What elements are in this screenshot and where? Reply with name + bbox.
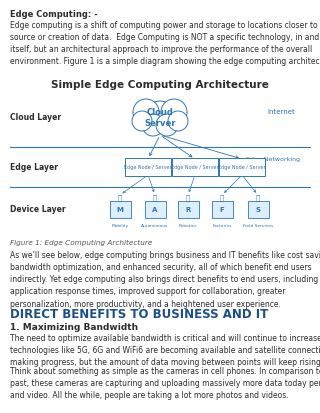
Text: S: S xyxy=(255,206,260,212)
Text: F: F xyxy=(220,206,224,212)
Text: R: R xyxy=(185,206,191,212)
Text: Mobility: Mobility xyxy=(111,223,129,228)
FancyBboxPatch shape xyxy=(172,159,218,177)
FancyBboxPatch shape xyxy=(145,201,165,218)
FancyBboxPatch shape xyxy=(212,201,233,218)
Circle shape xyxy=(161,100,187,126)
Circle shape xyxy=(156,115,178,137)
Text: Edge Layer: Edge Layer xyxy=(10,163,58,172)
Text: Edge computing is a shift of computing power and storage to locations closer to : Edge computing is a shift of computing p… xyxy=(10,21,320,66)
Text: Field Services: Field Services xyxy=(243,223,273,228)
Text: Edge Networking: Edge Networking xyxy=(246,157,300,162)
FancyBboxPatch shape xyxy=(109,201,131,218)
Text: Device Layer: Device Layer xyxy=(10,205,66,214)
Text: Internet: Internet xyxy=(267,109,295,115)
FancyBboxPatch shape xyxy=(178,201,198,218)
Circle shape xyxy=(144,102,176,134)
Text: 1. Maximizing Bandwidth: 1. Maximizing Bandwidth xyxy=(10,322,138,331)
Text: Cloud Layer: Cloud Layer xyxy=(10,113,61,122)
Text: Edge Node / Server: Edge Node / Server xyxy=(218,165,266,170)
Text: Edge Node / Server: Edge Node / Server xyxy=(171,165,219,170)
Text: 〒: 〒 xyxy=(153,194,157,201)
Circle shape xyxy=(142,115,164,137)
Circle shape xyxy=(132,112,152,132)
Text: 〒: 〒 xyxy=(186,194,190,201)
FancyBboxPatch shape xyxy=(247,201,268,218)
Text: Autonomous: Autonomous xyxy=(141,223,169,228)
Text: Think about something as simple as the cameras in cell phones. In comparison to : Think about something as simple as the c… xyxy=(10,366,320,399)
Text: 〒: 〒 xyxy=(256,194,260,201)
Text: 〒: 〒 xyxy=(118,194,122,201)
Circle shape xyxy=(168,112,188,132)
FancyBboxPatch shape xyxy=(219,159,265,177)
Text: The need to optimize available bandwidth is critical and will continue to increa: The need to optimize available bandwidth… xyxy=(10,333,320,366)
Text: M: M xyxy=(116,206,124,212)
Text: Edge Computing: -: Edge Computing: - xyxy=(10,10,98,19)
Text: 〒: 〒 xyxy=(220,194,224,201)
Text: Figure 1: Edge Computing Architecture: Figure 1: Edge Computing Architecture xyxy=(10,240,152,245)
Circle shape xyxy=(133,100,159,126)
Text: Simple Edge Computing Architecture: Simple Edge Computing Architecture xyxy=(51,80,269,90)
Text: Factories: Factories xyxy=(212,223,232,228)
Text: A: A xyxy=(152,206,158,212)
Text: Cloud
Server: Cloud Server xyxy=(144,108,176,127)
Text: Edge Node / Server: Edge Node / Server xyxy=(124,165,172,170)
Text: DIRECT BENEFITS TO BUSINESS AND IT: DIRECT BENEFITS TO BUSINESS AND IT xyxy=(10,307,268,320)
FancyBboxPatch shape xyxy=(125,159,171,177)
Text: Robotics: Robotics xyxy=(179,223,197,228)
Text: As we’ll see below, edge computing brings business and IT benefits like cost sav: As we’ll see below, edge computing bring… xyxy=(10,250,320,308)
